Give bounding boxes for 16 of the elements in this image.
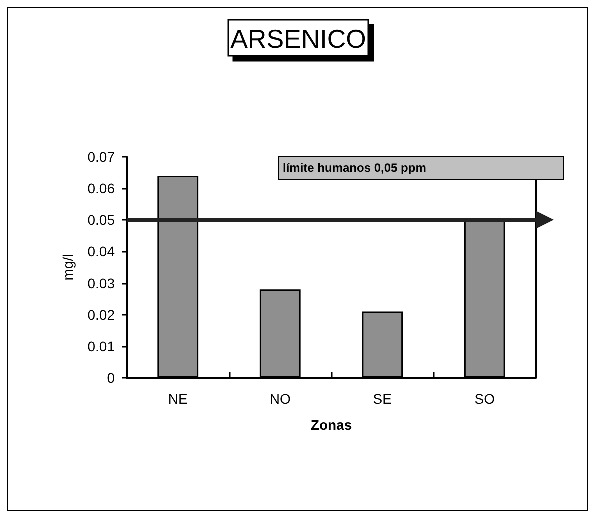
y-tick-label: 0.06 [88, 180, 116, 197]
x-tick-label: SO [474, 391, 496, 407]
y-tick-label: 0 [107, 370, 116, 386]
chart-title: ARSENICO [230, 24, 366, 54]
y-tick-label: 0.02 [88, 306, 116, 323]
y-tick-label: 0.07 [88, 149, 116, 165]
x-tick-label: NE [168, 391, 188, 407]
x-tick-label: SE [373, 391, 392, 407]
x-tick-label: NO [270, 391, 291, 407]
y-axis-title: mg/l [60, 254, 76, 281]
y-tick-label: 0.04 [88, 244, 116, 260]
y-tick-label: 0.05 [88, 212, 116, 228]
y-tick-label: 0.03 [88, 275, 116, 292]
y-tick-label: 0.01 [88, 338, 116, 354]
x-axis-title: Zonas [310, 417, 352, 433]
note-box: límite humanos 0,05 ppm [278, 156, 564, 180]
